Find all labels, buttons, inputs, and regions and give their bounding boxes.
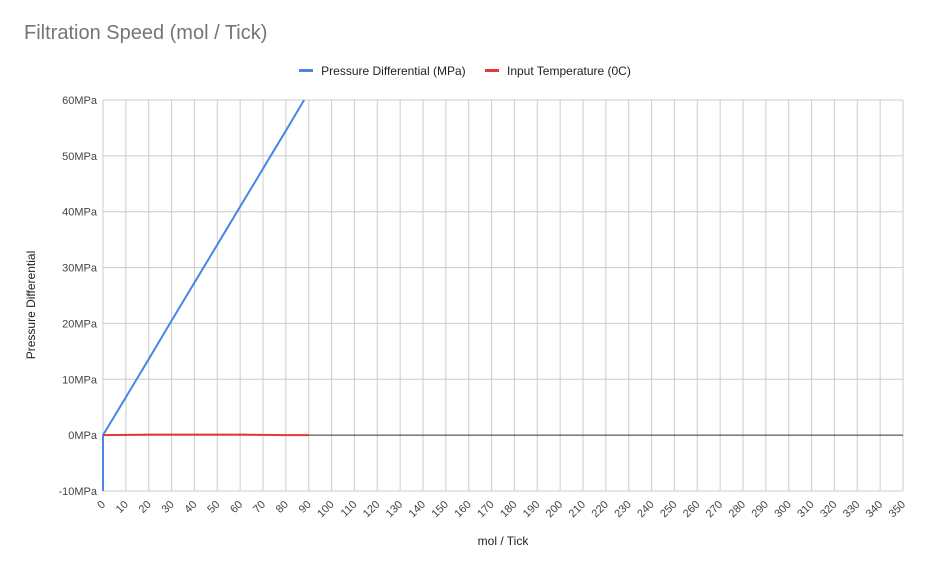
- y-tick-label: 20MPa: [62, 318, 98, 330]
- x-tick-label: 20: [137, 499, 154, 516]
- x-tick-label: 130: [384, 499, 405, 520]
- legend-label-pressure: Pressure Differential (MPa): [321, 63, 466, 78]
- x-axis-label: mol / Tick: [477, 534, 529, 548]
- x-tick-label: 80: [274, 499, 291, 516]
- x-tick-label: 310: [795, 499, 816, 520]
- x-tick-label: 50: [205, 499, 222, 516]
- x-tick-label: 210: [567, 499, 588, 520]
- x-tick-label: 200: [544, 499, 565, 520]
- y-tick-label: 50MPa: [62, 151, 98, 163]
- x-tick-label: 220: [590, 499, 611, 520]
- x-tick-label: 190: [521, 499, 542, 520]
- y-tick-label: 10MPa: [62, 374, 98, 386]
- x-tick-label: 320: [818, 499, 839, 520]
- x-tick-label: 140: [407, 499, 428, 520]
- x-tick-label: 110: [339, 499, 360, 520]
- legend-label-temperature: Input Temperature (0C): [507, 63, 631, 78]
- x-tick-label: 350: [887, 499, 908, 520]
- x-tick-label: 100: [315, 499, 336, 520]
- x-tick-label: 120: [361, 499, 382, 520]
- x-tick-label: 340: [864, 499, 885, 520]
- legend-swatch-pressure: [299, 69, 314, 72]
- chart-title: Filtration Speed (mol / Tick): [24, 22, 268, 44]
- x-tick-label: 250: [658, 499, 679, 520]
- legend-item-pressure[interactable]: Pressure Differential (MPa): [299, 64, 466, 78]
- x-tick-label: 270: [704, 499, 725, 520]
- x-tick-label: 30: [160, 499, 177, 516]
- y-tick-label: 40MPa: [62, 207, 98, 219]
- x-tick-label: 280: [727, 499, 748, 520]
- x-tick-label: 160: [452, 499, 473, 520]
- x-tick-label: 300: [772, 499, 793, 520]
- x-tick-label: 330: [841, 499, 862, 520]
- legend-swatch-temperature: [485, 69, 499, 72]
- y-tick-label: 0MPa: [68, 430, 98, 442]
- x-tick-label: 150: [430, 499, 451, 520]
- y-tick-label: 30MPa: [62, 263, 98, 275]
- x-tick-label: 180: [498, 499, 519, 520]
- legend-item-temperature[interactable]: Input Temperature (0C): [485, 64, 631, 78]
- x-tick-label: 170: [475, 499, 496, 520]
- x-tick-label: 90: [297, 499, 314, 516]
- series-line-temperature: [102, 433, 309, 437]
- x-tick-label: 240: [635, 499, 656, 520]
- x-tick-label: 290: [750, 499, 771, 520]
- legend: Pressure Differential (MPa) Input Temper…: [0, 61, 930, 78]
- y-tick-label: -10MPa: [58, 486, 97, 498]
- x-tick-label: 260: [681, 499, 702, 520]
- x-tick-label: 230: [612, 499, 633, 520]
- x-tick-label: 70: [251, 499, 268, 516]
- x-tick-label: 40: [182, 499, 199, 516]
- x-tick-label: 60: [228, 499, 245, 516]
- y-tick-label: 60MPa: [62, 95, 98, 107]
- x-tick-label: 0: [95, 499, 108, 512]
- x-tick-label: 10: [114, 499, 131, 516]
- series-line-pressure: [102, 99, 305, 491]
